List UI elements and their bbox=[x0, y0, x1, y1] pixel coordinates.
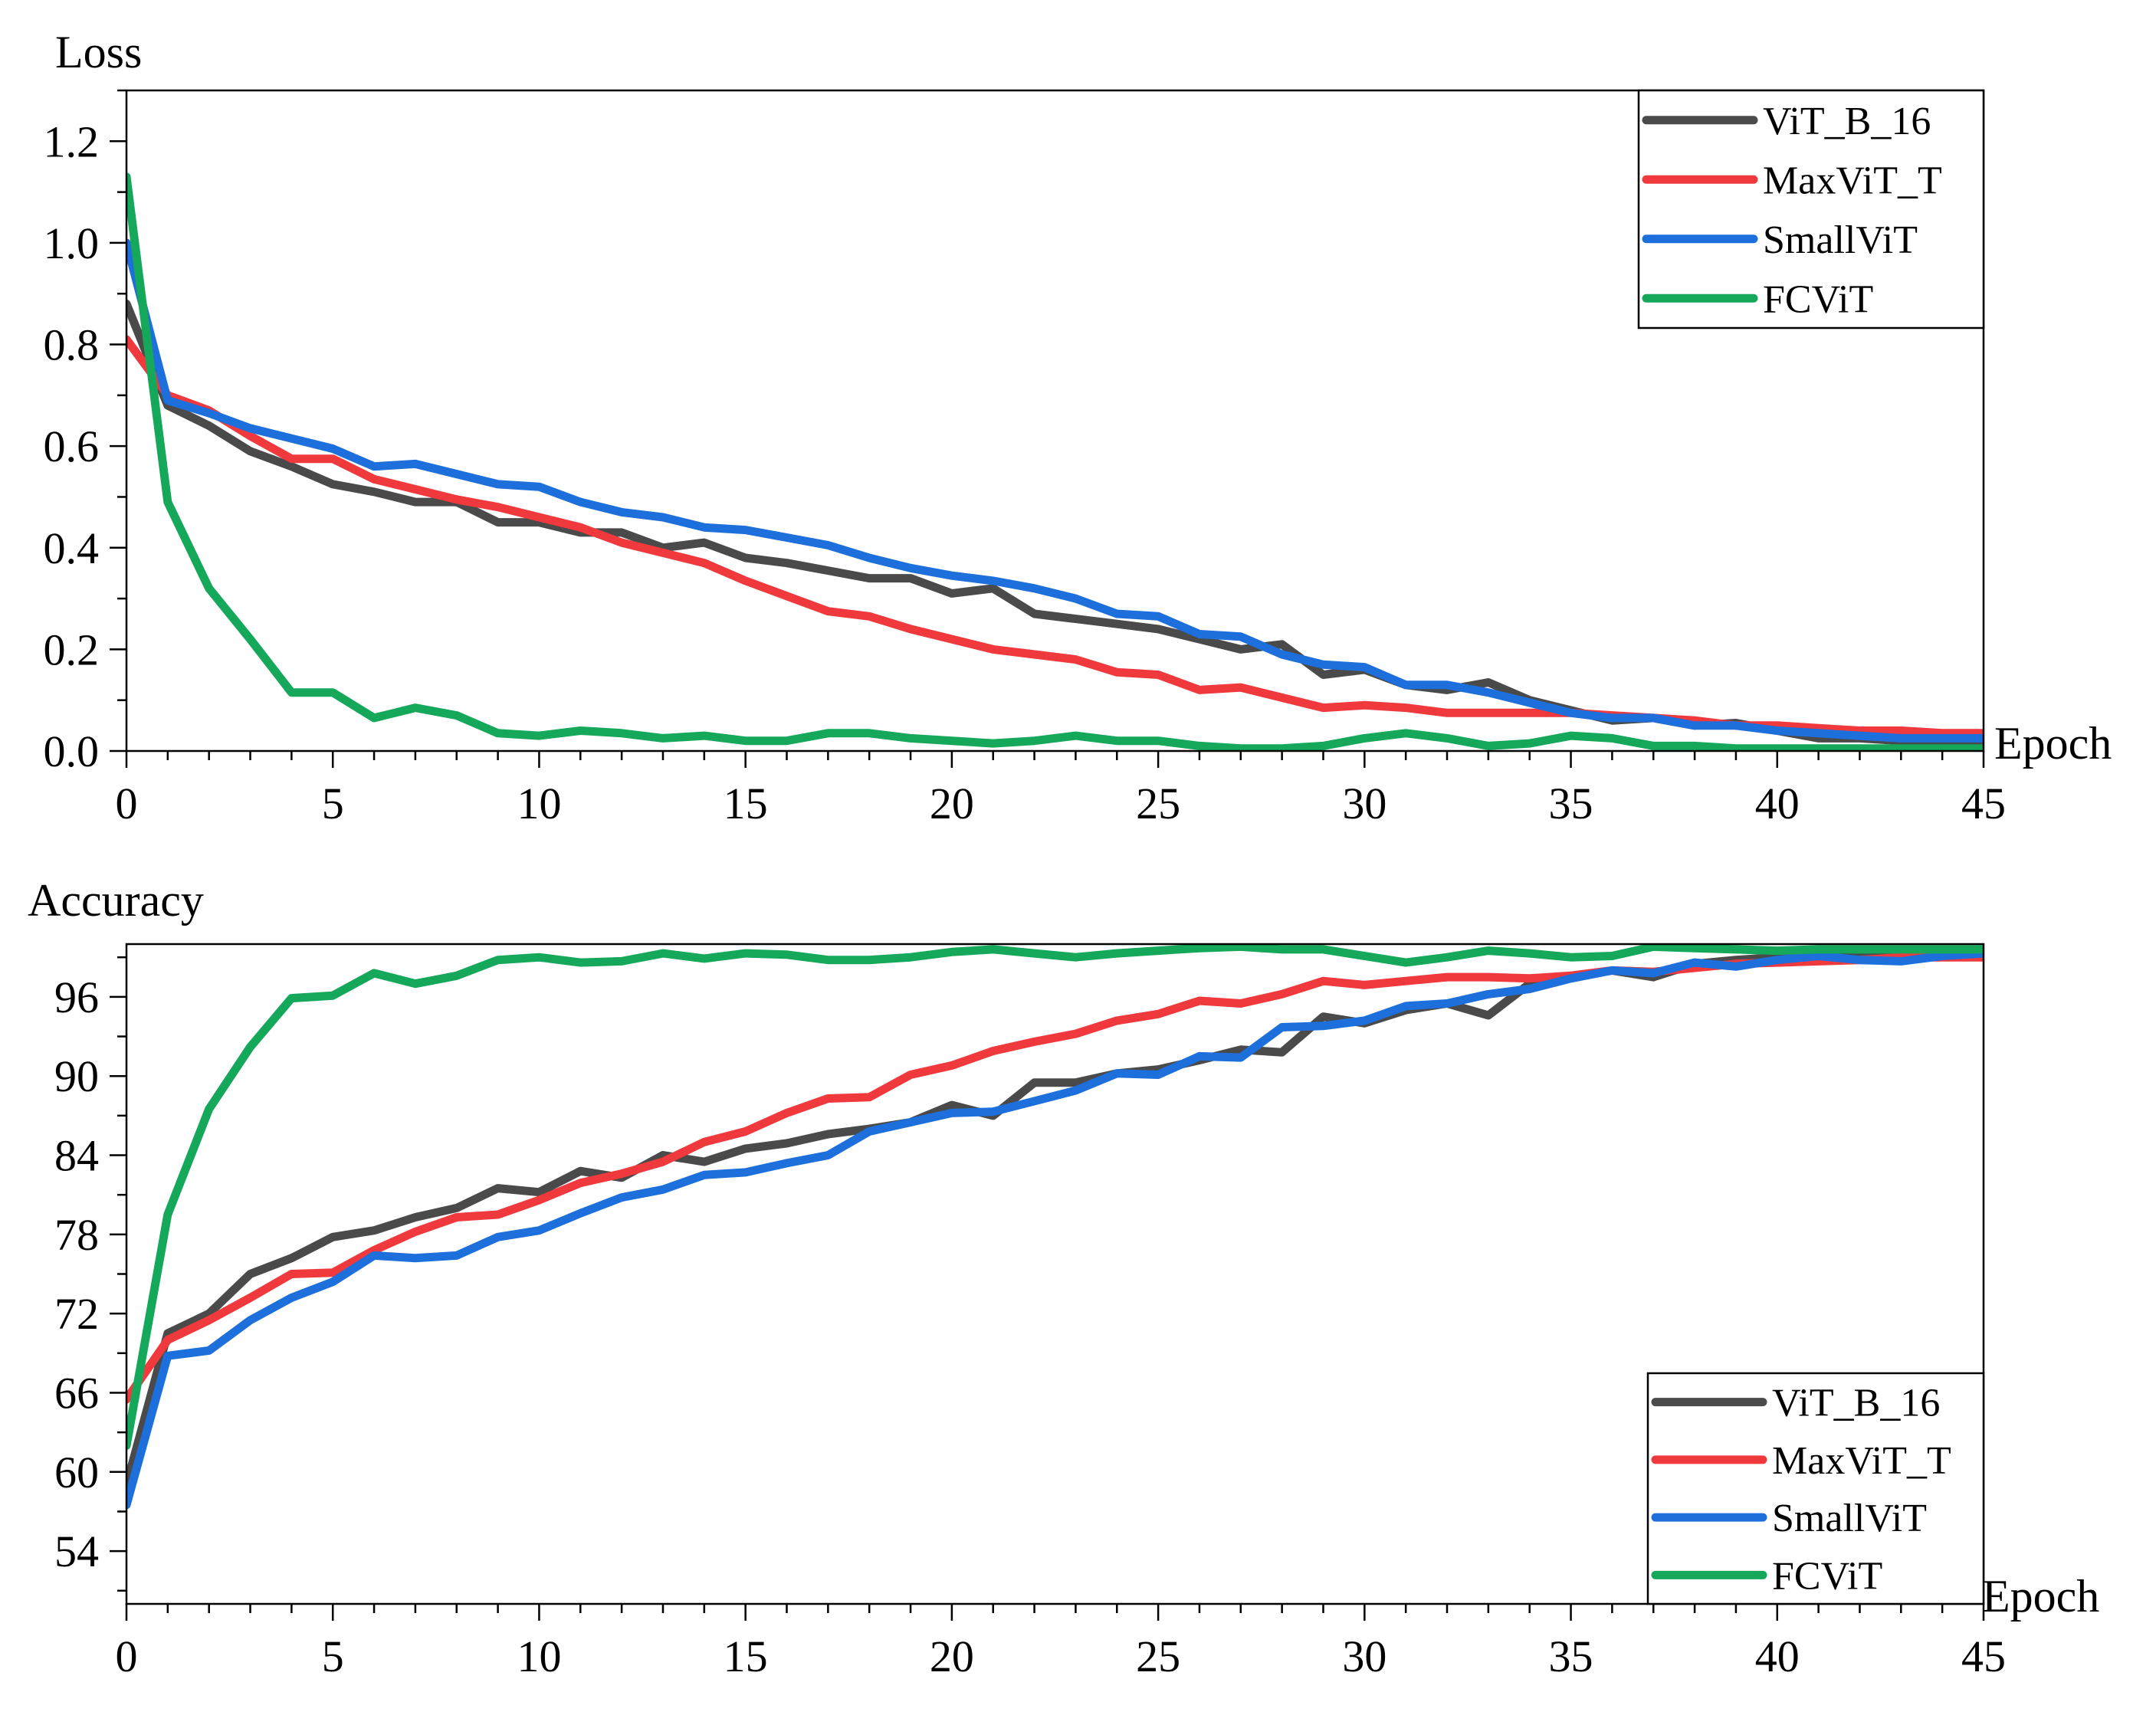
legend-label: FCViT bbox=[1772, 1554, 1882, 1598]
series-line-fcvit bbox=[126, 172, 1984, 751]
x-tick-label: 0 bbox=[116, 779, 138, 828]
x-tick-label: 0 bbox=[116, 1631, 138, 1681]
y-tick-label: 0.8 bbox=[44, 320, 100, 370]
x-tick-label: 35 bbox=[1549, 1631, 1593, 1681]
legend-label: ViT_B_16 bbox=[1772, 1382, 1940, 1425]
y-tick-label: 1.0 bbox=[44, 218, 100, 268]
legend: ViT_B_16 MaxViT_T SmallViT FCViT bbox=[1637, 89, 1985, 330]
legend-label: MaxViT_T bbox=[1763, 159, 1942, 202]
x-tick-label: 30 bbox=[1342, 779, 1386, 828]
x-tick-label: 35 bbox=[1549, 779, 1593, 828]
plot-frame bbox=[125, 89, 1985, 753]
chart-accuracy: 0 5 10 15 20 25 30 35 40 45 54 60 66 72 78 84 90 96 Accura… bbox=[28, 875, 2099, 1681]
y-tick-label: 96 bbox=[54, 972, 99, 1022]
y-tick-label: 60 bbox=[54, 1448, 99, 1497]
y-axis-title: Accuracy bbox=[28, 875, 204, 926]
series-line-maxvit-t bbox=[126, 953, 1984, 1404]
x-tick-label: 25 bbox=[1136, 779, 1180, 828]
series-line-fcvit bbox=[126, 944, 1984, 1450]
legend-label: ViT_B_16 bbox=[1763, 100, 1931, 143]
x-tick-label: 20 bbox=[930, 1631, 974, 1681]
x-tick-label: 45 bbox=[1961, 1631, 2006, 1681]
y-tick-label: 90 bbox=[54, 1051, 99, 1101]
x-tick-label: 15 bbox=[724, 779, 768, 828]
series-line-smallvit bbox=[126, 949, 1984, 1510]
y-tick-label: 66 bbox=[54, 1368, 99, 1418]
y-axis-title: Loss bbox=[55, 27, 142, 77]
legend-label: SmallViT bbox=[1772, 1497, 1927, 1540]
y-tick-label: 0.6 bbox=[44, 421, 100, 471]
y-tick-label: 0.4 bbox=[44, 523, 100, 573]
x-axis-title: Epoch bbox=[1994, 718, 2112, 769]
legend-label: SmallViT bbox=[1763, 218, 1918, 262]
series-line-vit-b-16 bbox=[126, 300, 1984, 746]
y-tick-label: 54 bbox=[54, 1526, 99, 1576]
series-lines bbox=[126, 172, 1984, 751]
y-tick-label: 84 bbox=[54, 1131, 99, 1181]
x-tick-label: 10 bbox=[517, 779, 561, 828]
x-tick-label: 30 bbox=[1342, 1631, 1386, 1681]
series-line-smallvit bbox=[126, 238, 1984, 743]
legend-box bbox=[1646, 1372, 1985, 1605]
y-tick-label: 78 bbox=[54, 1210, 99, 1260]
y-tick-label: 1.2 bbox=[44, 116, 100, 166]
x-tick-label: 20 bbox=[930, 779, 974, 828]
series-line-maxvit-t bbox=[126, 335, 1984, 738]
series-lines bbox=[126, 944, 1984, 1510]
x-tick-label: 5 bbox=[322, 779, 344, 828]
legend: ViT_B_16 MaxViT_T SmallViT FCViT bbox=[1646, 1372, 1985, 1605]
x-tick-label: 25 bbox=[1136, 1631, 1180, 1681]
legend-label: FCViT bbox=[1763, 277, 1873, 321]
y-tick-label: 72 bbox=[54, 1289, 99, 1339]
chart-loss: 0 5 10 15 20 25 30 35 40 45 0.0 0.2 0.4 0.6 0.8 1.0 1.2 L… bbox=[44, 27, 2112, 828]
x-tick-label: 10 bbox=[517, 1631, 561, 1681]
y-tick-label: 0.2 bbox=[44, 625, 100, 674]
x-tick-label: 40 bbox=[1755, 779, 1800, 828]
x-tick-label: 15 bbox=[724, 1631, 768, 1681]
x-tick-label: 45 bbox=[1961, 779, 2006, 828]
x-axis-title: Epoch bbox=[1982, 1571, 2099, 1622]
x-tick-label: 5 bbox=[322, 1631, 344, 1681]
y-tick-label: 0.0 bbox=[44, 726, 100, 776]
x-tick-label: 40 bbox=[1755, 1631, 1800, 1681]
legend-label: MaxViT_T bbox=[1772, 1439, 1951, 1483]
legend-box bbox=[1637, 89, 1985, 330]
